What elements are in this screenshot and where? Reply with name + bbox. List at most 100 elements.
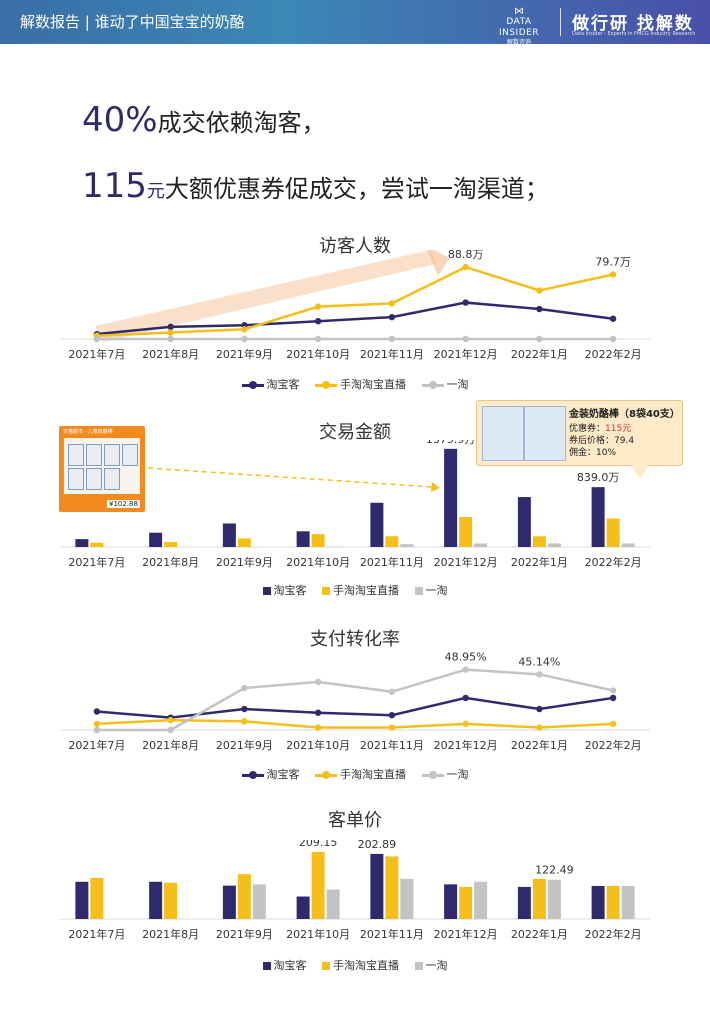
data-point-live	[609, 720, 617, 728]
chart-title-conversion: 支付转化率	[310, 629, 400, 650]
data-point-yitao	[241, 335, 248, 343]
x-tick-label: 2022年1月	[511, 927, 568, 941]
bar-taobaoke	[75, 881, 89, 919]
x-tick-label: 2021年12月	[434, 927, 498, 941]
data-point-taobaoke	[93, 708, 101, 715]
legend-label: 手淘淘宝直播	[333, 959, 399, 972]
bar-yitao	[326, 889, 340, 919]
bar-live	[237, 538, 251, 547]
bar-taobaoke	[370, 853, 384, 919]
bar-taobaoke	[75, 539, 89, 547]
visitors-chart: 2021年7月 2021年8月 2021年9月 2021年10月 2021年11月 202…	[60, 250, 650, 361]
data-point-yitao	[462, 335, 469, 343]
product-box-icon	[104, 444, 120, 466]
product-box-icon	[86, 468, 102, 490]
bar-live	[385, 536, 399, 547]
x-tick-label: 2021年9月	[216, 927, 273, 941]
bar-yitao	[474, 881, 488, 919]
bar-live	[459, 886, 473, 919]
aov-chart: 2021年7月 2021年8月 2021年9月 2021年10月 2021年11月 202…	[60, 840, 650, 941]
data-label: 45.14%	[518, 655, 560, 668]
data-point-taobaoke	[609, 694, 617, 702]
brand-name: DATA INSIDER	[498, 17, 540, 38]
bar-live	[90, 877, 104, 919]
bar-live	[311, 534, 325, 547]
data-point-yitao	[462, 666, 469, 673]
callout-commission: 佣金：10%	[569, 448, 617, 458]
legend-visitors: 淘宝客 手淘淘宝直播 一淘	[0, 376, 710, 392]
data-label: 48.95%	[445, 651, 487, 664]
data-point-taobaoke	[609, 315, 617, 322]
legend-item-live: 手淘淘宝直播	[322, 957, 399, 973]
bar-yitao	[474, 543, 488, 547]
legend-swatch	[262, 962, 271, 970]
data-point-taobaoke	[462, 694, 469, 702]
bar-yitao	[621, 885, 635, 919]
x-tick-label: 2021年10月	[286, 927, 350, 941]
headline-1-number: 40%	[82, 100, 158, 140]
x-tick-label: 2022年2月	[585, 555, 642, 569]
x-tick-label: 2021年7月	[68, 738, 125, 752]
data-point-taobaoke	[462, 299, 469, 306]
bar-taobaoke	[444, 448, 458, 547]
callout-coupon: 优惠券：115元	[569, 421, 631, 434]
data-point-yitao	[536, 671, 543, 678]
data-point-yitao	[536, 335, 543, 343]
gmv-chart: 2021年7月 2021年8月 2021年9月 2021年10月 2021年11月 202…	[60, 440, 650, 569]
product-box-icon	[86, 444, 102, 466]
report-title: 解数报告 | 谁动了中国宝宝的奶酪	[20, 13, 245, 31]
legend-swatch	[315, 770, 337, 779]
headline-2: 115元大额优惠券促成交，尝试一淘渠道；	[82, 166, 549, 206]
headline-1: 40%成交依赖淘客，	[82, 100, 326, 140]
x-tick-label: 2021年11月	[360, 555, 424, 569]
legend-conversion: 淘宝客 手淘淘宝直播 一淘	[0, 766, 710, 782]
conversion-chart: 2021年7月 2021年8月 2021年9月 2021年10月 2021年11月 202…	[60, 651, 650, 752]
bar-live	[532, 878, 546, 919]
series-line-taobaoke	[96, 301, 614, 336]
legend-swatch	[241, 770, 264, 779]
bar-live	[606, 518, 620, 547]
product-label: 天猫超市 · 儿童奶酪棒	[63, 429, 113, 435]
bar-taobaoke	[149, 881, 163, 919]
data-point-live	[241, 718, 248, 725]
slogan-sub: Data Insider - Experts in FMCG Industry …	[572, 31, 696, 37]
x-tick-label: 2021年11月	[360, 738, 424, 752]
bar-live	[164, 882, 178, 919]
data-point-taobaoke	[536, 305, 543, 313]
legend-label: 淘宝客	[273, 584, 307, 597]
series-line-taobaoke	[96, 696, 614, 719]
callout-title: 金装奶酪棒（8袋40支）	[569, 409, 680, 420]
x-tick-label: 2021年10月	[286, 738, 350, 752]
brand-logo: ⋈ DATA INSIDER 解数咨询	[488, 7, 550, 47]
x-tick-label: 2021年10月	[286, 347, 350, 361]
data-point-live	[93, 720, 101, 728]
data-point-live	[462, 263, 469, 271]
bar-taobaoke	[444, 884, 458, 919]
data-label: 122.49	[535, 864, 574, 877]
x-tick-label: 2021年12月	[434, 555, 498, 569]
data-point-yitao	[93, 726, 101, 734]
brand-sub: 解数咨询	[506, 39, 531, 46]
bar-taobaoke	[296, 531, 310, 547]
data-point-live	[388, 300, 396, 307]
data-point-taobaoke	[314, 709, 322, 716]
data-point-live	[462, 720, 469, 728]
x-tick-label: 2022年2月	[585, 927, 642, 941]
data-point-live	[536, 287, 543, 294]
data-point-yitao	[388, 688, 396, 695]
callout-coupon-value: 115元	[605, 424, 632, 434]
legend-label: 一淘	[446, 768, 469, 781]
x-tick-label: 2022年2月	[585, 738, 642, 752]
headline-1-text: 成交依赖淘客，	[157, 109, 326, 137]
legend-label: 淘宝客	[273, 959, 307, 972]
bar-taobaoke	[591, 487, 605, 547]
data-point-taobaoke	[314, 317, 322, 325]
legend-label: 一淘	[446, 378, 469, 391]
callout-pointer	[630, 463, 650, 479]
data-point-yitao	[167, 335, 174, 343]
legend-label: 手淘淘宝直播	[340, 378, 406, 391]
x-tick-label: 2021年8月	[142, 347, 199, 361]
series-line-live	[96, 265, 614, 338]
bar-yitao	[400, 878, 414, 919]
headline-2-number: 115	[82, 166, 147, 206]
